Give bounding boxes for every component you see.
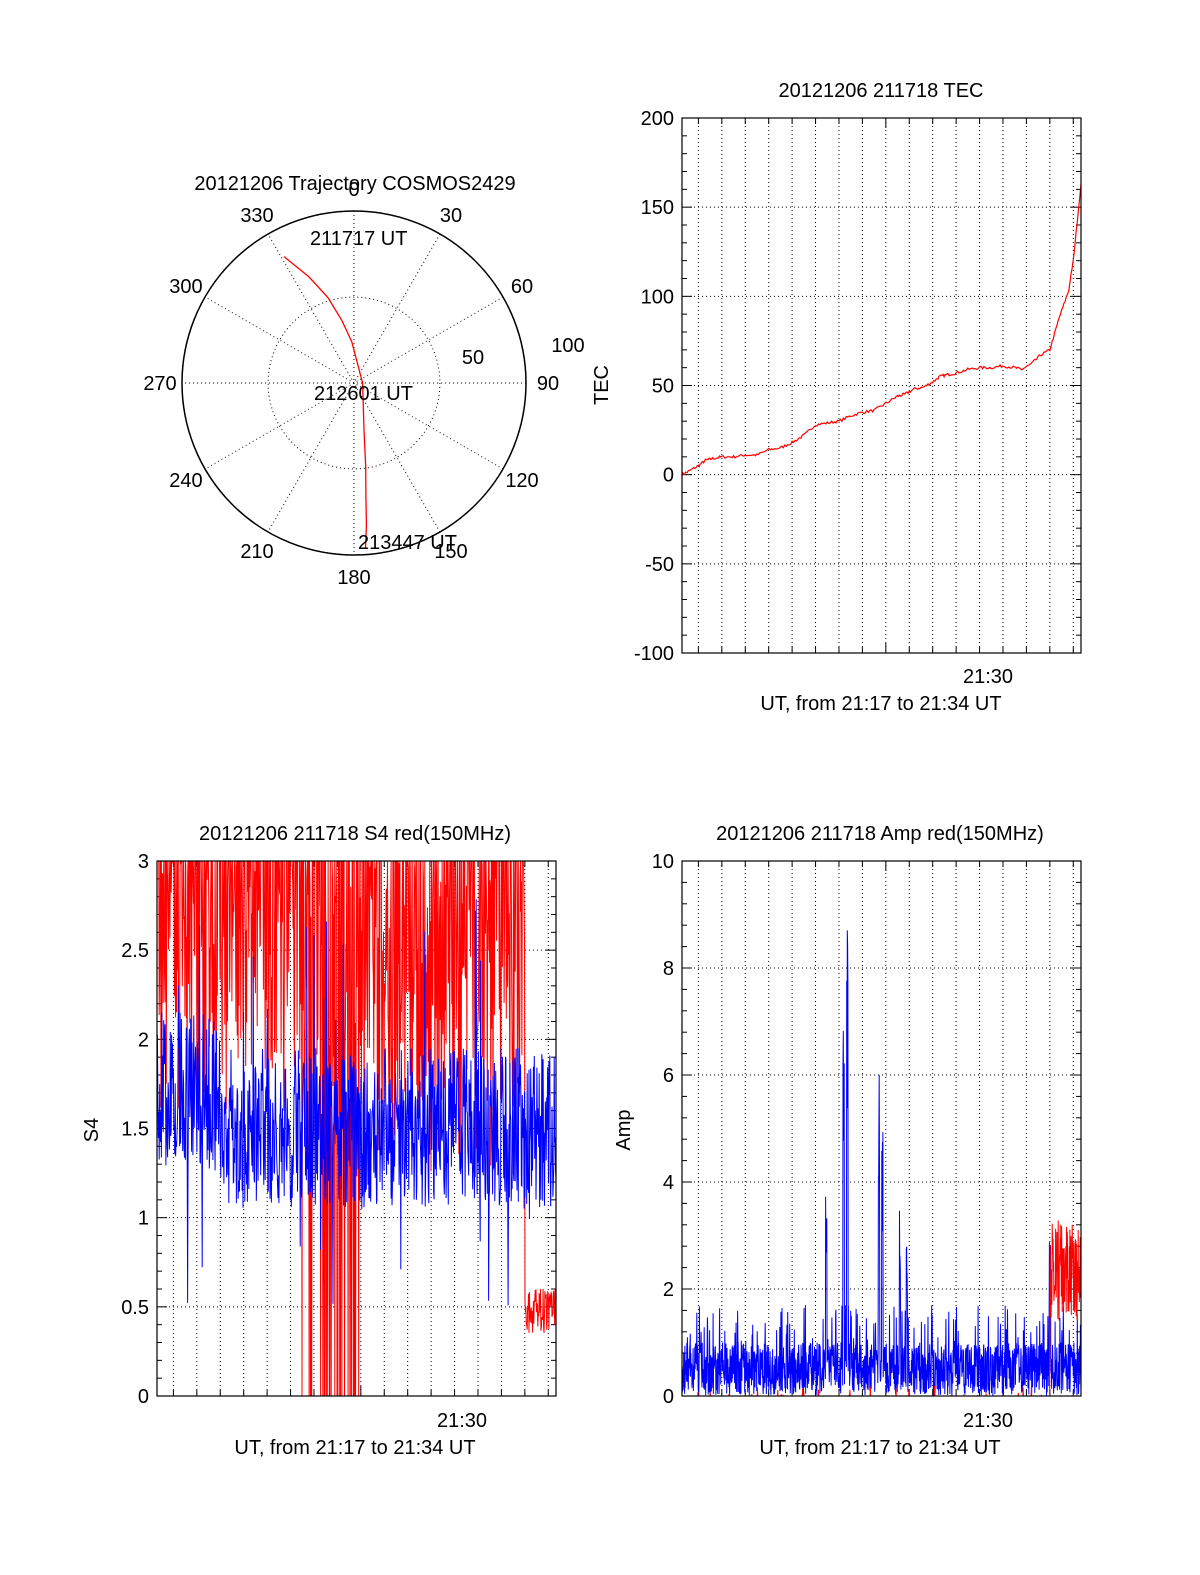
amp-ytick-label-0: 0 [663, 1386, 674, 1408]
polar-azimuth-label-60: 60 [511, 276, 533, 298]
amp-series-blue [681, 930, 1082, 1397]
polar-azimuth-labels: 0 30 60 90 120 150 180 210 240 270 300 330 [143, 179, 559, 589]
polar-annotation-start: 211717 UT [310, 228, 407, 250]
amp-x-tick-label: 21:30 [963, 1410, 1013, 1432]
polar-trajectory-line [283, 256, 368, 548]
polar-azimuth-label-150: 150 [434, 541, 467, 563]
s4-x-tick-label: 21:30 [437, 1410, 487, 1432]
polar-radial-label-50: 50 [462, 347, 484, 369]
polar-azimuth-label-300: 300 [169, 276, 202, 298]
amp-y-label: Amp [613, 1109, 635, 1150]
tec-ytick-label-6: 200 [641, 108, 674, 130]
polar-azimuth-label-0: 0 [348, 179, 359, 201]
tec-title: 20121206 211718 TEC [779, 80, 984, 102]
polar-azimuth-label-270: 270 [143, 373, 176, 395]
s4-title: 20121206 211718 S4 red(150MHz) [199, 823, 511, 845]
s4-panel: 20121206 211718 S4 red(150MHz) 0 0.5 1 1.5 2… [81, 823, 557, 1459]
polar-annotation-mid: 212601 UT [314, 383, 413, 405]
amp-grid [682, 861, 1081, 1396]
s4-ytick-label-3: 1.5 [121, 1119, 149, 1141]
tec-grid [682, 118, 1081, 653]
polar-azimuth-label-330: 330 [240, 205, 273, 227]
tec-ytick-label-3: 50 [652, 376, 674, 398]
s4-ytick-label-4: 2 [138, 1029, 149, 1051]
tec-panel: 20121206 211718 TEC -100-50050100150200 … [591, 80, 1082, 715]
amp-x-label: UT, from 21:17 to 21:34 UT [759, 1437, 1000, 1459]
s4-y-tick-labels: 0 0.5 1 1.5 2 2.5 3 [121, 851, 149, 1408]
amp-ytick-label-4: 8 [663, 958, 674, 980]
tec-ytick-label-5: 150 [641, 197, 674, 219]
amp-ytick-label-5: 10 [652, 851, 674, 873]
tec-x-label: UT, from 21:17 to 21:34 UT [760, 693, 1001, 715]
tec-ytick-label-1: -50 [645, 554, 674, 576]
polar-grid-circle-0 [267, 296, 441, 470]
polar-grid-spoke-150 [267, 233, 441, 533]
amp-plot-frame [681, 860, 1082, 1397]
s4-ytick-label-5: 2.5 [121, 940, 149, 962]
tec-y-label: TEC [591, 365, 613, 405]
amp-ytick-label-3: 6 [663, 1065, 674, 1087]
s4-series-blue [156, 899, 557, 1306]
polar-azimuth-label-180: 180 [337, 567, 370, 589]
tec-y-tick-labels: -100 -50 0 50 100 150 200 [634, 108, 674, 665]
amp-ytick-label-2: 4 [663, 1172, 674, 1194]
tec-tick-marks [682, 117, 1081, 654]
tec-ytick-label-0: -100 [634, 643, 674, 665]
s4-ytick-label-2: 1 [138, 1208, 149, 1230]
s4-y-label: S4 [81, 1118, 103, 1142]
tec-ytick-label-2: 0 [663, 465, 674, 487]
polar-azimuth-label-240: 240 [169, 470, 202, 492]
tec-series-red [681, 183, 1082, 477]
polar-radial-label-100: 100 [551, 335, 584, 357]
polar-azimuth-label-210: 210 [240, 541, 273, 563]
s4-ytick-label-6: 3 [138, 851, 149, 873]
tec-plot-frame [681, 117, 1082, 654]
amp-ytick-label-1: 2 [663, 1279, 674, 1301]
amp-panel: 20121206 211718 Amp red(150MHz) 0246810 … [613, 823, 1082, 1459]
tec-x-tick-label: 21:30 [963, 666, 1013, 688]
s4-x-label: UT, from 21:17 to 21:34 UT [234, 1437, 475, 1459]
polar-azimuth-label-90: 90 [537, 373, 559, 395]
polar-azimuth-label-30: 30 [440, 205, 462, 227]
polar-title: 20121206 Trajectory COSMOS2429 [194, 173, 515, 195]
s4-ytick-label-0: 0 [138, 1386, 149, 1408]
polar-azimuth-label-120: 120 [505, 470, 538, 492]
polar-outer-circle [181, 210, 527, 556]
polar-trajectory-panel: 20121206 Trajectory COSMOS2429 0 30 60 90 12… [143, 173, 584, 589]
amp-title: 20121206 211718 Amp red(150MHz) [716, 823, 1044, 845]
s4-plot-frame [156, 860, 557, 1397]
s4-ytick-label-1: 0.5 [121, 1297, 149, 1319]
amp-y-tick-labels: 0 2 4 6 8 10 [652, 851, 674, 1408]
polar-annotation-end: 213447 UT [358, 532, 457, 554]
tec-ytick-label-4: 100 [641, 286, 674, 308]
